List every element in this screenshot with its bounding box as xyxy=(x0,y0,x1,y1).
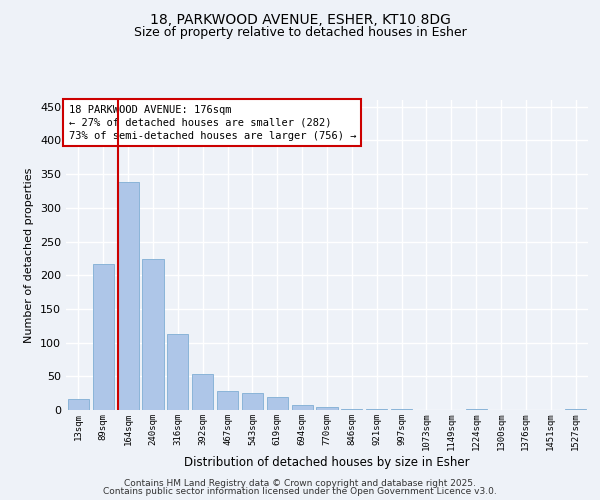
Bar xyxy=(68,399,89,410)
Bar xyxy=(93,264,114,410)
Text: 18 PARKWOOD AVENUE: 176sqm
← 27% of detached houses are smaller (282)
73% of sem: 18 PARKWOOD AVENUE: 176sqm ← 27% of deta… xyxy=(68,104,356,141)
Bar xyxy=(118,182,139,410)
Y-axis label: Number of detached properties: Number of detached properties xyxy=(25,168,34,342)
Bar xyxy=(565,408,586,410)
X-axis label: Distribution of detached houses by size in Esher: Distribution of detached houses by size … xyxy=(184,456,470,469)
Bar xyxy=(242,393,263,410)
Bar xyxy=(167,334,188,410)
Bar xyxy=(142,259,164,410)
Bar xyxy=(316,406,338,410)
Text: Size of property relative to detached houses in Esher: Size of property relative to detached ho… xyxy=(134,26,466,39)
Bar xyxy=(341,408,362,410)
Text: 18, PARKWOOD AVENUE, ESHER, KT10 8DG: 18, PARKWOOD AVENUE, ESHER, KT10 8DG xyxy=(149,12,451,26)
Text: Contains HM Land Registry data © Crown copyright and database right 2025.: Contains HM Land Registry data © Crown c… xyxy=(124,478,476,488)
Bar xyxy=(267,397,288,410)
Bar xyxy=(292,406,313,410)
Bar xyxy=(217,391,238,410)
Text: Contains public sector information licensed under the Open Government Licence v3: Contains public sector information licen… xyxy=(103,487,497,496)
Bar xyxy=(192,374,213,410)
